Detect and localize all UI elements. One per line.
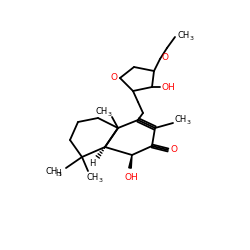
Text: CH: CH [87,174,99,182]
Text: 3: 3 [108,112,112,116]
Text: 3: 3 [190,36,194,41]
Text: OH: OH [161,82,175,92]
Polygon shape [129,155,132,168]
Text: O: O [110,72,117,82]
Text: H: H [55,168,61,177]
Text: O: O [162,54,168,62]
Text: CH: CH [178,30,190,40]
Text: 3: 3 [58,172,62,176]
Text: 3: 3 [187,120,191,124]
Text: O: O [170,144,177,154]
Text: CH: CH [96,108,108,116]
Text: OH: OH [124,172,138,182]
Text: CH: CH [175,116,187,124]
Text: 3: 3 [99,178,103,182]
Text: CH: CH [46,168,58,176]
Text: H: H [89,160,95,168]
